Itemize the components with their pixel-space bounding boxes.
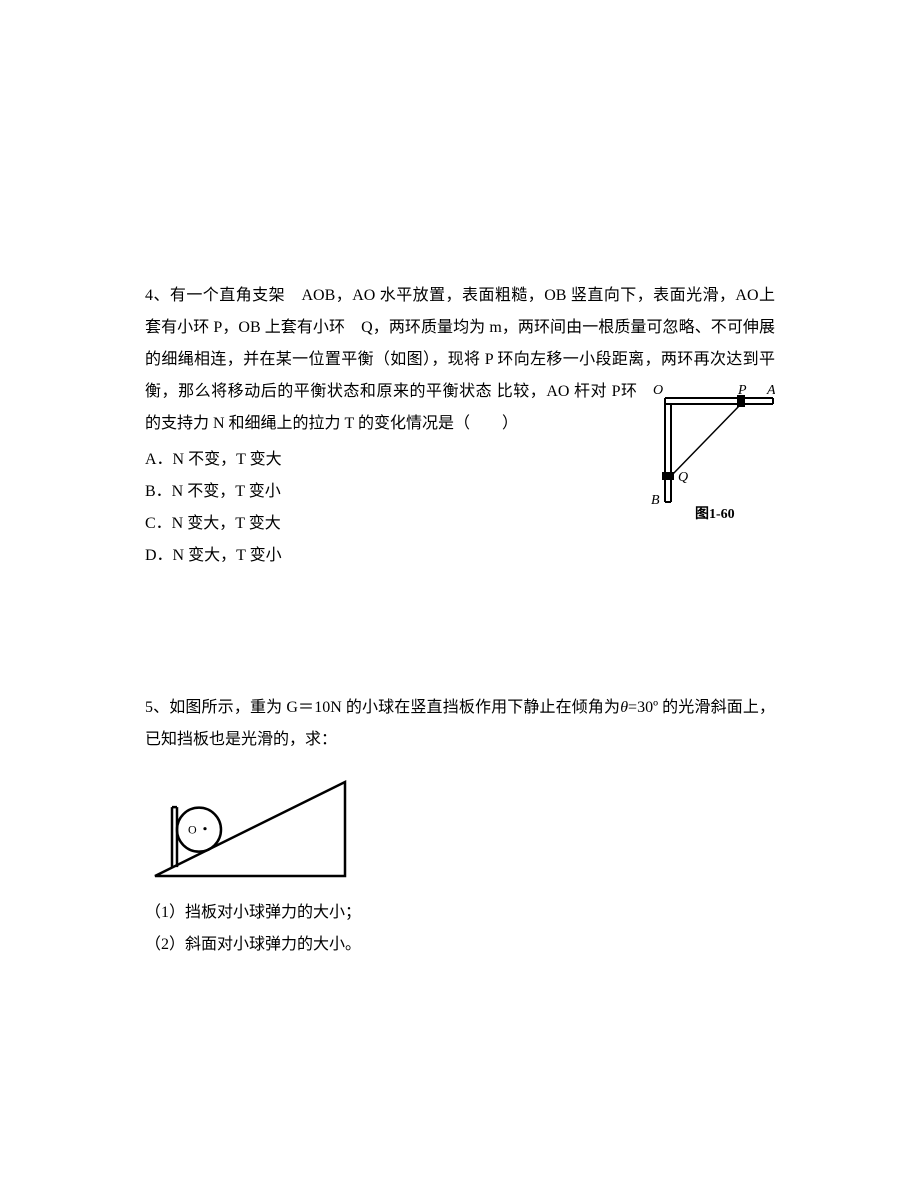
problem-4: 4、有一个直角支架 AOB，AO 水平放置，表面粗糙，OB 竖直向下，表面光滑，… [145, 280, 775, 572]
figure-4-svg: O P A B Q 图1-60 [645, 378, 775, 528]
figure-5-svg: O [145, 764, 355, 889]
problem-5-number: 5、 [145, 699, 169, 716]
problem-5-body-a: 如图所示，重为 G＝10N 的小球在竖直挡板作用下静止在倾角为 [169, 699, 620, 716]
theta-symbol: θ [620, 699, 628, 716]
problem-5: 5、如图所示，重为 G＝10N 的小球在竖直挡板作用下静止在倾角为θ=30º 的… [145, 692, 775, 961]
figure-incline: O [145, 764, 775, 889]
sub-question-1: （1）挡板对小球弹力的大小； [145, 897, 775, 929]
figure-1-60: O P A B Q 图1-60 [645, 378, 775, 528]
svg-text:P: P [737, 383, 747, 398]
sub-question-2: （2）斜面对小球弹力的大小。 [145, 929, 775, 961]
svg-text:Q: Q [678, 470, 688, 485]
svg-text:O: O [653, 383, 663, 398]
svg-text:图1-60: 图1-60 [695, 506, 735, 522]
problem-4-text: 4、有一个直角支架 AOB，AO 水平放置，表面粗糙，OB 竖直向下，表面光滑，… [145, 280, 775, 440]
svg-text:A: A [766, 383, 775, 398]
svg-text:B: B [651, 493, 660, 508]
problem-4-number: 4、 [145, 287, 170, 304]
svg-text:O: O [188, 823, 197, 837]
problem-5-text: 5、如图所示，重为 G＝10N 的小球在竖直挡板作用下静止在倾角为θ=30º 的… [145, 692, 775, 756]
option-d: D．N 变大，T 变小 [145, 540, 775, 572]
